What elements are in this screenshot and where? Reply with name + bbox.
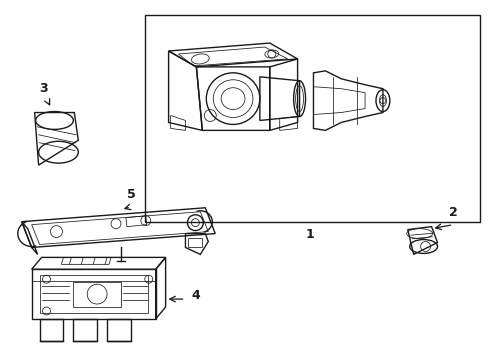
Text: 2: 2 [449,206,458,219]
Bar [145,15,480,222]
Text: 4: 4 [191,289,200,302]
Text: 5: 5 [126,188,135,201]
Text: 1: 1 [305,228,314,241]
Text: 3: 3 [39,82,48,95]
